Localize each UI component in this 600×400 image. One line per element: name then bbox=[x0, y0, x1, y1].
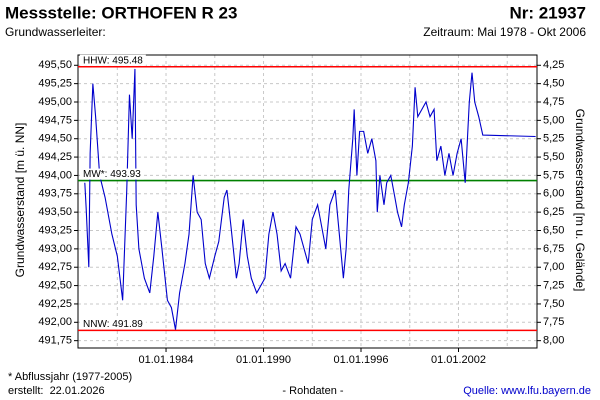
reference-label: MW*: 493.93 bbox=[83, 169, 141, 180]
station-number: Nr: 21937 bbox=[509, 3, 586, 22]
y-tick-label: 494,00 bbox=[38, 169, 72, 181]
y2-axis-label: Grundwasserstand [m u. Gelände] bbox=[573, 109, 587, 292]
y-tick-label: 494,75 bbox=[38, 114, 72, 126]
y-tick-label: 495,50 bbox=[38, 59, 72, 71]
reference-label-group: NNW: 491.89 bbox=[80, 318, 146, 330]
y2-tick-label: 8,00 bbox=[543, 335, 564, 347]
reference-label-bg bbox=[80, 318, 146, 330]
y-tick-label: 492,75 bbox=[38, 261, 72, 273]
reference-label: HHW: 495.48 bbox=[83, 55, 143, 66]
y-tick-label: 493,75 bbox=[38, 188, 72, 200]
footnote: * Abflussjahr (1977-2005) bbox=[8, 371, 132, 383]
subtitle: Grundwasserleiter: bbox=[5, 25, 106, 39]
y-axis-label: Grundwasserstand [m ü. NN] bbox=[13, 123, 27, 278]
plot-frame bbox=[77, 54, 538, 349]
y-tick-label: 492,50 bbox=[38, 279, 72, 291]
y2-tick-label: 5,00 bbox=[543, 114, 564, 126]
y-tick-label: 491,75 bbox=[38, 335, 72, 347]
y-tick-label: 495,00 bbox=[38, 96, 72, 108]
x-tick-label: 01.01.1996 bbox=[333, 354, 388, 366]
y2-tick-label: 4,75 bbox=[543, 96, 564, 108]
y2-tick-label: 5,25 bbox=[543, 133, 564, 145]
x-tick-label: 01.01.1984 bbox=[138, 354, 193, 366]
y2-tick-label: 6,25 bbox=[543, 206, 564, 218]
y2-tick-label: 6,50 bbox=[543, 224, 564, 236]
y2-tick-label: 4,50 bbox=[543, 78, 564, 90]
y-tick-label: 495,25 bbox=[38, 78, 72, 90]
data-note: - Rohdaten - bbox=[282, 385, 343, 397]
period: Zeitraum: Mai 1978 - Okt 2006 bbox=[423, 25, 586, 39]
y2-tick-label: 7,50 bbox=[543, 298, 564, 310]
y2-tick-label: 5,75 bbox=[543, 169, 564, 181]
y-tick-label: 494,25 bbox=[38, 151, 72, 163]
reference-label: NNW: 491.89 bbox=[83, 319, 143, 330]
source: Quelle: www.lfu.bayern.de bbox=[463, 385, 591, 397]
y2-tick-label: 6,00 bbox=[543, 188, 564, 200]
x-tick-label: 01.01.1990 bbox=[236, 354, 291, 366]
data-line bbox=[84, 68, 536, 330]
y-tick-label: 494,50 bbox=[38, 133, 72, 145]
reference-label-bg bbox=[80, 168, 144, 180]
y2-tick-label: 7,25 bbox=[543, 279, 564, 291]
reference-label-group: MW*: 493.93 bbox=[80, 168, 144, 180]
chart-title: Messstelle: ORTHOFEN R 23 bbox=[5, 3, 237, 22]
y-tick-label: 493,25 bbox=[38, 224, 72, 236]
y-tick-label: 493,50 bbox=[38, 206, 72, 218]
reference-label-bg bbox=[80, 54, 146, 66]
x-tick-label: 01.01.2002 bbox=[431, 354, 486, 366]
y-tick-label: 493,00 bbox=[38, 243, 72, 255]
y-tick-label: 492,25 bbox=[38, 298, 72, 310]
y2-tick-label: 4,25 bbox=[543, 59, 564, 71]
y2-tick-label: 5,50 bbox=[543, 151, 564, 163]
created: erstellt: 22.01.2026 bbox=[8, 385, 105, 397]
y-tick-label: 492,00 bbox=[38, 316, 72, 328]
y2-tick-label: 6,75 bbox=[543, 243, 564, 255]
y2-tick-label: 7,00 bbox=[543, 261, 564, 273]
y2-tick-label: 7,75 bbox=[543, 316, 564, 328]
reference-label-group: HHW: 495.48 bbox=[80, 54, 146, 66]
